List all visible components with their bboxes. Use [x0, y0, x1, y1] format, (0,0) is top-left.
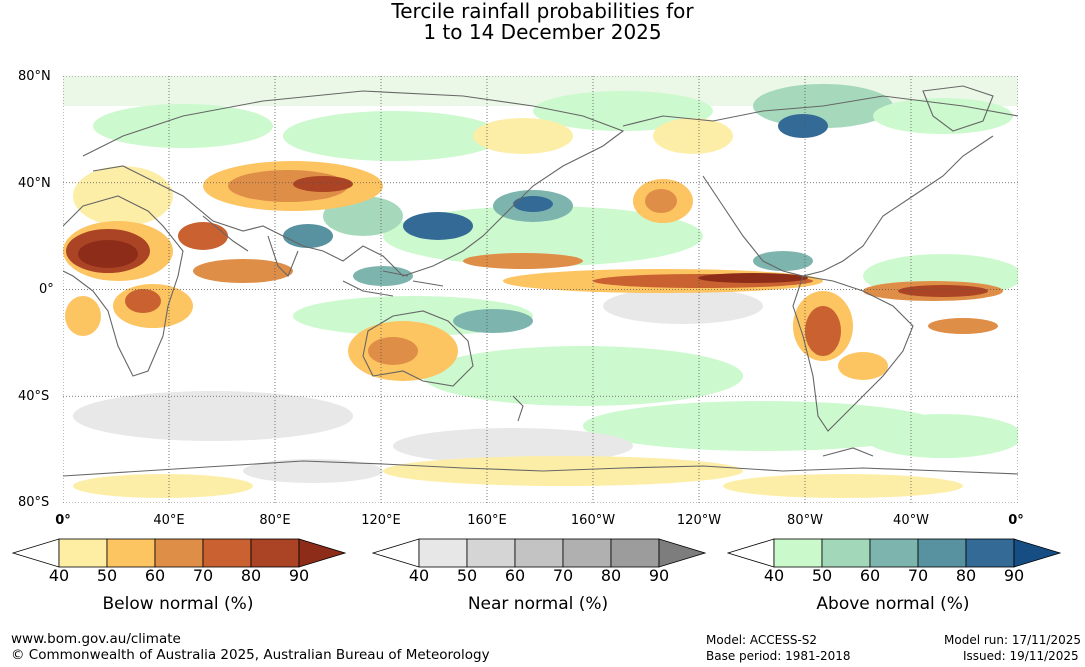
near-normal-colorbar: [372, 538, 706, 568]
below-normal-tick-label: 60: [144, 566, 166, 585]
base-period: Base period: 1981-2018: [706, 649, 851, 663]
lon-label-80e: 80°E: [259, 513, 291, 528]
above-normal-swatch-60: [869, 538, 919, 568]
above-normal-swatch-70: [917, 538, 967, 568]
above-normal-tick-label: 60: [859, 566, 881, 585]
near-normal-swatch-70: [562, 538, 612, 568]
near-normal-swatch-60: [514, 538, 564, 568]
lat-label-80s: 80°S: [18, 495, 50, 510]
near-normal-swatch-below-40: [372, 538, 420, 568]
above-normal-legend-title: Above normal (%): [816, 594, 970, 614]
model-info: Model: ACCESS-S2: [706, 633, 818, 647]
copyright: © Commonwealth of Australia 2025, Austra…: [11, 647, 490, 663]
below-normal-tick-label: 70: [192, 566, 214, 585]
below-normal-swatch-70: [202, 538, 252, 568]
near-normal-tick-label: 60: [504, 566, 526, 585]
map-title-line1: Tercile rainfall probabilities for: [391, 0, 694, 23]
above-normal-swatch-50: [821, 538, 871, 568]
website-url: www.bom.gov.au/climate: [11, 631, 181, 647]
near-normal-tick-label: 40: [408, 566, 430, 585]
near-normal-tick-label: 80: [600, 566, 622, 585]
below-normal-tick-label: 40: [48, 566, 70, 585]
above-normal-swatch-80: [965, 538, 1015, 568]
near-normal-tick-label: 90: [648, 566, 670, 585]
below-normal-legend-title: Below normal (%): [102, 594, 254, 614]
lon-label-0-right: 0°: [1008, 513, 1024, 528]
near-normal-swatch-40: [418, 538, 468, 568]
above-normal-tick-label: 70: [907, 566, 929, 585]
below-normal-tick-label: 90: [288, 566, 310, 585]
below-normal-tick-label: 80: [240, 566, 262, 585]
below-normal-swatch-50: [106, 538, 156, 568]
lon-label-40e: 40°E: [153, 513, 185, 528]
lon-label-0: 0°: [55, 513, 71, 528]
lon-label-160w: 160°W: [570, 513, 616, 528]
below-normal-colorbar: [12, 538, 346, 568]
lon-label-120w: 120°W: [676, 513, 722, 528]
below-normal-swatch-80: [250, 538, 300, 568]
above-normal-swatch-40: [773, 538, 823, 568]
near-normal-legend-title: Near normal (%): [467, 594, 609, 614]
above-normal-tick-label: 80: [955, 566, 977, 585]
above-normal-swatch-below-40: [727, 538, 775, 568]
issued-date: Issued: 19/11/2025: [963, 649, 1079, 663]
below-normal-tick-label: 50: [96, 566, 118, 585]
above-normal-tick-label: 50: [811, 566, 833, 585]
above-normal-swatch-above-90: [1013, 538, 1061, 568]
rainfall-probability-map: [63, 76, 1018, 503]
lon-label-40w: 40°W: [893, 513, 929, 528]
lat-label-80n: 80°N: [18, 69, 51, 84]
lon-label-80w: 80°W: [787, 513, 823, 528]
above-normal-tick-label: 90: [1003, 566, 1025, 585]
below-normal-swatch-below-40: [12, 538, 60, 568]
map-title-line2: 1 to 14 December 2025: [423, 20, 662, 44]
above-normal-colorbar: [727, 538, 1061, 568]
lon-label-120e: 120°E: [361, 513, 401, 528]
lat-label-40s: 40°S: [18, 389, 50, 404]
below-normal-swatch-above-90: [298, 538, 346, 568]
lat-label-equator: 0°: [39, 282, 54, 297]
lat-label-40n: 40°N: [18, 176, 51, 191]
near-normal-tick-label: 70: [552, 566, 574, 585]
near-normal-swatch-80: [610, 538, 660, 568]
below-normal-swatch-60: [154, 538, 204, 568]
near-normal-swatch-above-90: [658, 538, 706, 568]
near-normal-tick-label: 50: [456, 566, 478, 585]
near-normal-swatch-50: [466, 538, 516, 568]
above-normal-tick-label: 40: [763, 566, 785, 585]
lon-label-160e: 160°E: [467, 513, 507, 528]
below-normal-swatch-40: [58, 538, 108, 568]
model-run-date: Model run: 17/11/2025: [944, 633, 1082, 647]
